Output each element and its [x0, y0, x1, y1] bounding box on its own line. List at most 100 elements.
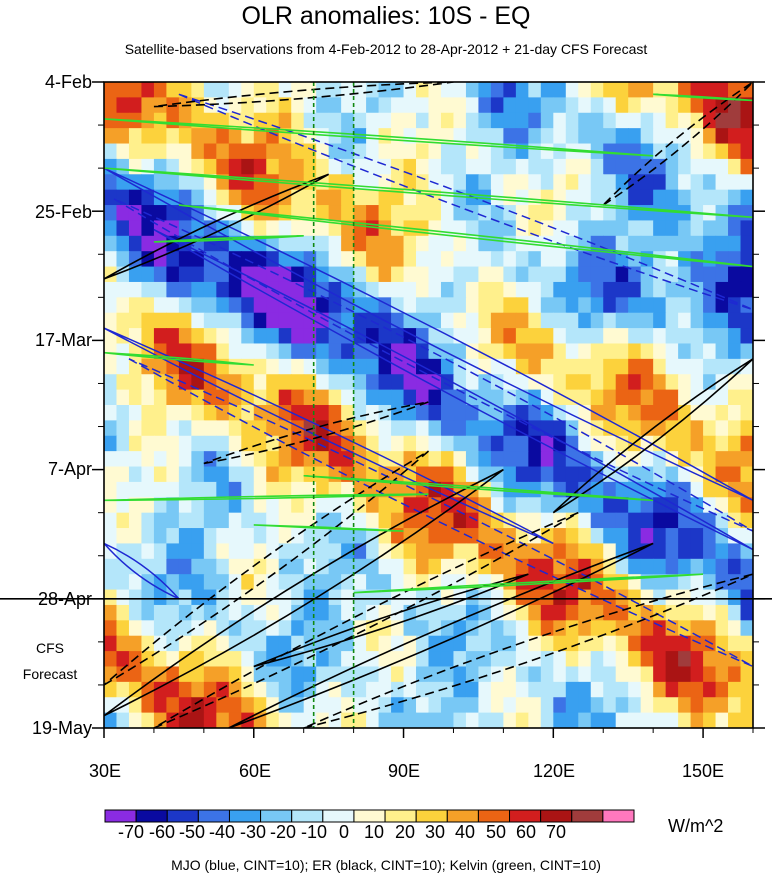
- olr-cell: [553, 528, 567, 545]
- olr-cell: [540, 220, 554, 237]
- olr-cell: [703, 512, 717, 529]
- olr-cell: [341, 635, 355, 652]
- olr-cell: [628, 635, 642, 652]
- olr-cell: [328, 543, 342, 560]
- olr-cell: [416, 420, 430, 437]
- olr-cell: [665, 174, 679, 191]
- colorbar-label: 30: [424, 822, 446, 842]
- olr-cell: [341, 235, 355, 252]
- olr-cell: [266, 604, 280, 621]
- olr-cell: [191, 189, 205, 206]
- olr-cell: [203, 574, 217, 591]
- olr-cell: [665, 328, 679, 345]
- olr-cell: [403, 435, 417, 452]
- olr-cell: [203, 174, 217, 191]
- olr-cell: [653, 112, 667, 129]
- olr-cell: [166, 158, 180, 175]
- olr-cell: [465, 589, 480, 606]
- olr-cell: [228, 512, 242, 529]
- olr-cell: [703, 374, 717, 391]
- olr-cell: [503, 389, 517, 406]
- olr-cell: [440, 97, 455, 114]
- olr-cell: [366, 143, 380, 160]
- olr-cell: [528, 497, 542, 514]
- olr-cell: [216, 281, 230, 298]
- olr-cell: [653, 343, 667, 360]
- olr-cell: [316, 189, 330, 206]
- olr-cell: [153, 174, 168, 191]
- olr-cell: [203, 712, 217, 728]
- olr-cell: [228, 281, 242, 298]
- olr-cell: [715, 205, 729, 222]
- olr-cell: [178, 681, 192, 698]
- olr-cell: [303, 651, 317, 668]
- olr-cell: [366, 251, 380, 268]
- olr-cell: [153, 266, 168, 283]
- er-contour: [153, 82, 454, 108]
- olr-cell: [366, 205, 380, 222]
- olr-cell: [128, 235, 143, 252]
- olr-cell: [341, 604, 355, 621]
- olr-cell: [128, 312, 143, 329]
- olr-cell: [216, 481, 230, 498]
- olr-cell: [353, 251, 367, 268]
- olr-cell: [565, 635, 579, 652]
- olr-cell: [266, 681, 280, 698]
- olr-cell: [403, 235, 417, 252]
- olr-cell: [253, 220, 267, 237]
- olr-cell: [316, 112, 330, 129]
- olr-cell: [303, 328, 317, 345]
- olr-cell: [266, 481, 280, 498]
- olr-cell: [515, 281, 529, 298]
- olr-cell: [266, 451, 280, 468]
- olr-cell: [553, 712, 567, 728]
- olr-cell: [203, 297, 217, 314]
- olr-cell: [153, 358, 168, 375]
- olr-cell: [453, 697, 467, 714]
- olr-cell: [378, 574, 392, 591]
- olr-cell: [678, 666, 692, 683]
- olr-cell: [653, 174, 667, 191]
- olr-cell: [366, 681, 380, 698]
- olr-cell: [378, 512, 392, 529]
- olr-cell: [740, 405, 753, 421]
- olr-cell: [253, 297, 267, 314]
- olr-cell: [203, 405, 217, 421]
- olr-cell: [628, 312, 642, 329]
- olr-cell: [216, 512, 230, 529]
- olr-cell: [740, 697, 753, 714]
- olr-cell: [603, 220, 617, 237]
- olr-cell: [128, 620, 143, 637]
- olr-cell: [690, 97, 704, 114]
- olr-cell: [266, 328, 280, 345]
- olr-cell: [378, 635, 392, 652]
- olr-cell: [416, 112, 430, 129]
- olr-cell: [703, 82, 717, 98]
- olr-cell: [416, 389, 430, 406]
- olr-cell: [603, 635, 617, 652]
- colorbar-swatch: [477, 809, 511, 823]
- olr-cell: [191, 158, 205, 175]
- olr-cell: [378, 405, 392, 421]
- olr-cell: [578, 297, 592, 314]
- olr-cell: [578, 266, 592, 283]
- olr-cell: [440, 128, 455, 145]
- olr-cell: [640, 451, 654, 468]
- olr-cell: [253, 681, 267, 698]
- olr-cell: [104, 589, 118, 606]
- olr-cell: [428, 697, 442, 714]
- olr-cell: [528, 405, 542, 421]
- olr-cell: [715, 112, 729, 129]
- olr-cell: [440, 405, 455, 421]
- olr-cell: [665, 189, 679, 206]
- olr-cell: [228, 697, 242, 714]
- olr-cell: [104, 712, 118, 728]
- olr-cell: [740, 158, 753, 175]
- olr-cell: [440, 420, 455, 437]
- olr-cell: [465, 128, 480, 145]
- olr-cell: [328, 82, 342, 98]
- olr-cell: [216, 543, 230, 560]
- olr-cell: [490, 266, 504, 283]
- olr-cell: [478, 174, 492, 191]
- olr-cell: [278, 405, 292, 421]
